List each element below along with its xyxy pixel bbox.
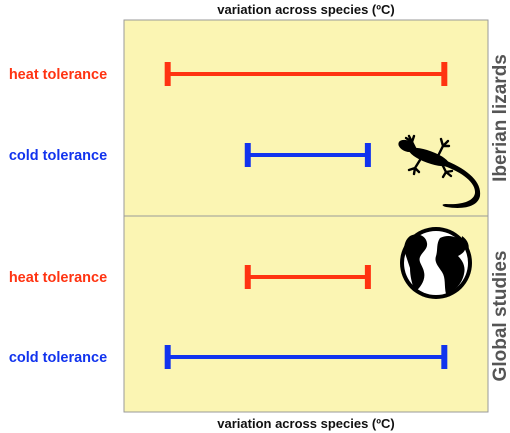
axis-title-bottom: variation across species (ºC)	[217, 416, 394, 431]
row-label-iberian-heat: heat tolerance	[9, 67, 107, 83]
range-bar-global-heat	[244, 265, 371, 289]
globe-icon	[400, 227, 472, 299]
range-bar-iberian-cold	[244, 143, 371, 167]
row-label-global-cold: cold tolerance	[9, 350, 107, 366]
row-label-global-heat: heat tolerance	[9, 270, 107, 286]
panel-iberian-lizards	[123, 19, 489, 217]
group-label-iberian-lizards: Iberian lizards	[490, 54, 510, 182]
group-label-global-studies: Global studies	[490, 251, 510, 382]
range-bar-global-cold	[164, 345, 448, 369]
range-bar-iberian-heat	[164, 62, 448, 86]
lizard-icon	[398, 134, 481, 208]
axis-title-top: variation across species (ºC)	[217, 2, 394, 17]
row-label-iberian-cold: cold tolerance	[9, 148, 107, 164]
